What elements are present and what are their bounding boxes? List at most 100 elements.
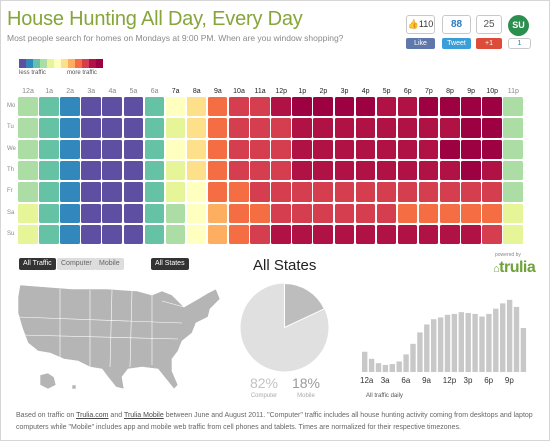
heatmap-cell[interactable] — [250, 203, 270, 223]
heatmap-cell[interactable] — [376, 224, 397, 245]
heatmap-cell[interactable] — [60, 118, 80, 138]
heatmap-cell[interactable] — [250, 97, 270, 117]
tweet-count[interactable]: 88 — [442, 15, 471, 34]
heatmap-cell[interactable] — [355, 139, 376, 159]
heatmap-cell[interactable] — [292, 203, 312, 223]
heatmap-cell[interactable] — [271, 160, 291, 181]
heatmap-cell[interactable] — [39, 118, 59, 138]
trulia-logo[interactable]: ⌂trulia — [493, 259, 536, 276]
heatmap-cell[interactable] — [186, 97, 207, 117]
heatmap-cell[interactable] — [165, 139, 186, 159]
heatmap-cell[interactable] — [18, 182, 38, 202]
heatmap-cell[interactable] — [207, 139, 228, 159]
heatmap-cell[interactable] — [271, 139, 291, 159]
heatmap-cell[interactable] — [102, 182, 122, 202]
heatmap-cell[interactable] — [102, 160, 122, 181]
stumbleupon-count[interactable]: 1 — [508, 38, 531, 49]
heatmap-cell[interactable] — [503, 139, 523, 159]
heatmap-cell[interactable] — [292, 160, 312, 181]
heatmap-cell[interactable] — [355, 182, 376, 202]
heatmap-cell[interactable] — [334, 182, 354, 202]
stumbleupon-icon[interactable]: SU — [508, 15, 529, 36]
mobile-tab[interactable]: Mobile — [95, 258, 124, 270]
heatmap-cell[interactable] — [102, 224, 122, 245]
heatmap-cell[interactable] — [482, 97, 502, 117]
heatmap-cell[interactable] — [271, 97, 291, 117]
heatmap-cell[interactable] — [207, 160, 228, 181]
heatmap-cell[interactable] — [60, 203, 80, 223]
heatmap-cell[interactable] — [123, 160, 143, 181]
heatmap-cell[interactable] — [503, 118, 523, 138]
heatmap-cell[interactable] — [461, 139, 481, 159]
heatmap-cell[interactable] — [355, 203, 376, 223]
heatmap-cell[interactable] — [123, 182, 143, 202]
heatmap-cell[interactable] — [144, 97, 165, 117]
heatmap-cell[interactable] — [250, 139, 270, 159]
heatmap-cell[interactable] — [271, 182, 291, 202]
heatmap-cell[interactable] — [18, 224, 38, 245]
heatmap-cell[interactable] — [313, 224, 333, 245]
heatmap-cell[interactable] — [313, 97, 333, 117]
google-plus-button[interactable]: +1 — [476, 38, 502, 49]
heatmap-cell[interactable] — [186, 118, 207, 138]
heatmap-cell[interactable] — [461, 224, 481, 245]
heatmap-cell[interactable] — [418, 160, 439, 181]
heatmap-cell[interactable] — [81, 139, 101, 159]
heatmap-cell[interactable] — [60, 97, 80, 117]
heatmap-cell[interactable] — [81, 182, 101, 202]
heatmap-cell[interactable] — [440, 182, 460, 202]
heatmap-cell[interactable] — [418, 182, 439, 202]
heatmap-cell[interactable] — [440, 160, 460, 181]
heatmap-cell[interactable] — [39, 160, 59, 181]
heatmap-cell[interactable] — [102, 118, 122, 138]
heatmap-cell[interactable] — [292, 224, 312, 245]
heatmap-cell[interactable] — [123, 224, 143, 245]
heatmap-cell[interactable] — [461, 160, 481, 181]
heatmap-cell[interactable] — [334, 139, 354, 159]
heatmap-cell[interactable] — [250, 182, 270, 202]
heatmap-cell[interactable] — [355, 118, 376, 138]
heatmap-cell[interactable] — [229, 224, 249, 245]
heatmap-cell[interactable] — [376, 160, 397, 181]
heatmap-cell[interactable] — [418, 97, 439, 117]
heatmap-cell[interactable] — [503, 182, 523, 202]
google-plus-count[interactable]: 25 — [476, 15, 502, 34]
heatmap-cell[interactable] — [376, 97, 397, 117]
heatmap-cell[interactable] — [397, 203, 418, 223]
heatmap-cell[interactable] — [292, 182, 312, 202]
heatmap-cell[interactable] — [376, 182, 397, 202]
heatmap-cell[interactable] — [81, 97, 101, 117]
heatmap-cell[interactable] — [229, 160, 249, 181]
all-states-button[interactable]: All States — [151, 258, 189, 270]
heatmap-cell[interactable] — [461, 97, 481, 117]
heatmap-cell[interactable] — [18, 118, 38, 138]
heatmap-cell[interactable] — [186, 203, 207, 223]
heatmap-cell[interactable] — [39, 203, 59, 223]
heatmap-cell[interactable] — [186, 224, 207, 245]
heatmap-cell[interactable] — [461, 182, 481, 202]
heatmap-cell[interactable] — [313, 139, 333, 159]
heatmap-cell[interactable] — [165, 224, 186, 245]
heatmap-cell[interactable] — [229, 182, 249, 202]
heatmap-cell[interactable] — [102, 203, 122, 223]
heatmap-cell[interactable] — [397, 224, 418, 245]
heatmap-cell[interactable] — [229, 97, 249, 117]
heatmap-cell[interactable] — [250, 118, 270, 138]
heatmap-cell[interactable] — [334, 97, 354, 117]
heatmap-cell[interactable] — [418, 118, 439, 138]
heatmap-cell[interactable] — [123, 97, 143, 117]
heatmap-cell[interactable] — [271, 118, 291, 138]
heatmap-cell[interactable] — [229, 139, 249, 159]
heatmap-cell[interactable] — [81, 160, 101, 181]
heatmap-cell[interactable] — [102, 139, 122, 159]
heatmap-cell[interactable] — [503, 224, 523, 245]
heatmap-cell[interactable] — [461, 118, 481, 138]
heatmap-cell[interactable] — [482, 118, 502, 138]
heatmap-cell[interactable] — [60, 160, 80, 181]
heatmap-cell[interactable] — [207, 97, 228, 117]
heatmap-cell[interactable] — [292, 118, 312, 138]
heatmap-cell[interactable] — [165, 203, 186, 223]
heatmap-cell[interactable] — [503, 203, 523, 223]
heatmap-cell[interactable] — [440, 118, 460, 138]
heatmap-cell[interactable] — [81, 224, 101, 245]
